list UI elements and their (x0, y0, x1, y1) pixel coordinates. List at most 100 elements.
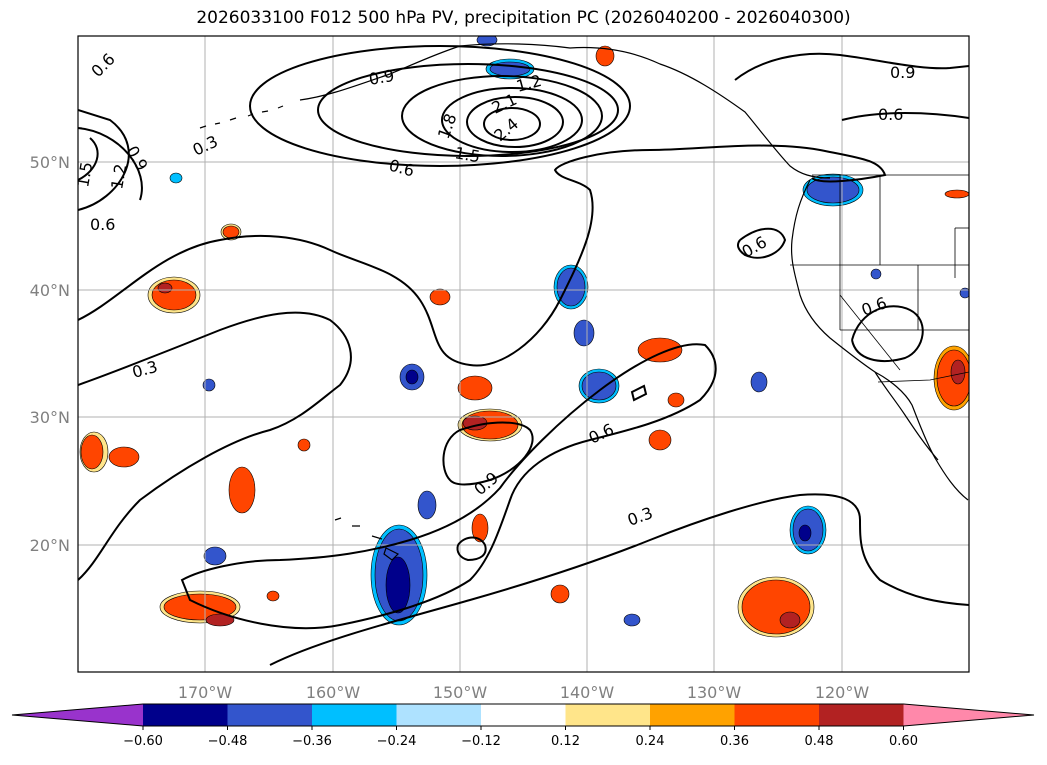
precip-blob (79, 431, 109, 473)
pv-contour (78, 311, 352, 581)
precip-blob (471, 513, 489, 543)
pv-contour (630, 384, 648, 402)
precip-blob (169, 172, 183, 184)
precip-blob (550, 584, 570, 604)
precip-blob (870, 268, 882, 280)
colorbar-swatch (143, 704, 228, 726)
colorbar-swatch (396, 704, 482, 726)
precip-blob (297, 438, 311, 452)
precip-blob (220, 223, 242, 241)
lon-label: 140°W (560, 683, 615, 702)
precip-blob (147, 276, 201, 314)
longitude-labels: 170°W 160°W 150°W 140°W 130°W 120°W (178, 683, 870, 702)
precip-blob (637, 337, 683, 363)
colorbar-tick-label: 0.36 (720, 734, 749, 749)
colorbar-tick-label: 0.48 (805, 734, 834, 749)
colorbar-tick-label: −0.12 (461, 734, 501, 749)
colorbar-swatch (227, 704, 313, 726)
colorbar-tick-label: 0.60 (889, 734, 918, 749)
precip-blob (266, 590, 280, 602)
precip-blob (959, 287, 969, 299)
pv-contour (78, 109, 130, 211)
lon-label: 130°W (687, 683, 742, 702)
lat-label: 30°N (30, 408, 70, 427)
colorbar: −0.60 −0.48 −0.36 −0.24 −0.12 0.12 0.24 0.36 0.4… (11, 703, 1035, 749)
pv-contour (736, 227, 787, 259)
pv-contour (269, 493, 969, 666)
lon-label: 150°W (433, 683, 488, 702)
lat-label: 40°N (30, 281, 70, 300)
precip-blob (429, 288, 451, 306)
contour-label: 1.5 (73, 160, 96, 188)
precip-blob (417, 490, 437, 520)
colorbar-tick-label: −0.36 (292, 734, 332, 749)
precip-blob (159, 590, 241, 627)
pv-contour (317, 63, 619, 157)
pv-contour (466, 96, 564, 148)
pv-contour (841, 112, 969, 121)
precip-blob (750, 371, 768, 393)
precip-blob (933, 345, 969, 411)
pv-contour (851, 305, 924, 362)
precip-blob (457, 408, 523, 442)
precip-blob (457, 375, 493, 401)
lon-label: 160°W (306, 683, 361, 702)
contour-label: 1.5 (453, 143, 481, 166)
pv-contour (78, 137, 99, 181)
pv-contour (180, 343, 717, 630)
pv-contour (249, 45, 631, 167)
precip-blob (578, 368, 620, 404)
contour-label: 0.6 (90, 215, 115, 234)
pv-contour (78, 127, 143, 201)
alaska-coast (299, 43, 831, 179)
lon-label: 170°W (178, 683, 233, 702)
pv-contours (78, 45, 969, 666)
pv-contour (441, 87, 583, 153)
graticule (78, 36, 969, 672)
colorbar-tick-label: −0.60 (123, 734, 163, 749)
aleutian-islands (199, 105, 284, 129)
precip-positive-areas (79, 45, 969, 638)
colorbar-tick-label: −0.48 (208, 734, 248, 749)
baja-peninsula (874, 371, 939, 461)
precip-blob (399, 363, 425, 391)
contour-label: 1.2 (107, 162, 130, 190)
colorbar-swatch (565, 704, 651, 726)
colorbar-tick-label: 0.24 (636, 734, 665, 749)
contour-label: 0.9 (890, 63, 915, 82)
colorbar-swatch (312, 704, 397, 726)
precip-blob (648, 429, 672, 451)
colorbar-swatch (650, 704, 735, 726)
contour-label: 0.6 (878, 105, 903, 124)
map-frame (77, 35, 970, 673)
pv-contour (78, 144, 887, 367)
contour-label: 0.9 (367, 66, 395, 89)
precip-blob (573, 319, 595, 347)
map-title: 2026033100 F012 500 hPa PV, precipitatio… (196, 8, 851, 28)
pv-contour (456, 536, 487, 562)
lat-label: 20°N (30, 536, 70, 555)
precip-blob (802, 173, 864, 207)
precip-blob (944, 189, 969, 199)
colorbar-swatch (481, 704, 566, 726)
latitude-labels: 50°N 40°N 30°N 20°N (30, 153, 70, 555)
precip-blob (623, 613, 641, 627)
political-borders (790, 174, 969, 383)
pv-contour (483, 107, 541, 141)
pv-contour (401, 75, 603, 157)
lon-label: 120°W (815, 683, 870, 702)
hawaii-islands (334, 517, 400, 561)
colorbar-tick-label: −0.24 (377, 734, 417, 749)
precip-blob (789, 505, 827, 555)
precip-blob (202, 378, 216, 392)
precip-blob (553, 264, 589, 310)
colorbar-swatch (819, 704, 904, 726)
coastlines (199, 43, 969, 561)
precip-blob (108, 446, 140, 468)
colorbar-extend-min (12, 704, 143, 726)
precip-blob (595, 45, 615, 67)
lat-label: 50°N (30, 153, 70, 172)
colorbar-extend-max (903, 704, 1034, 726)
pv-contour (442, 421, 534, 486)
